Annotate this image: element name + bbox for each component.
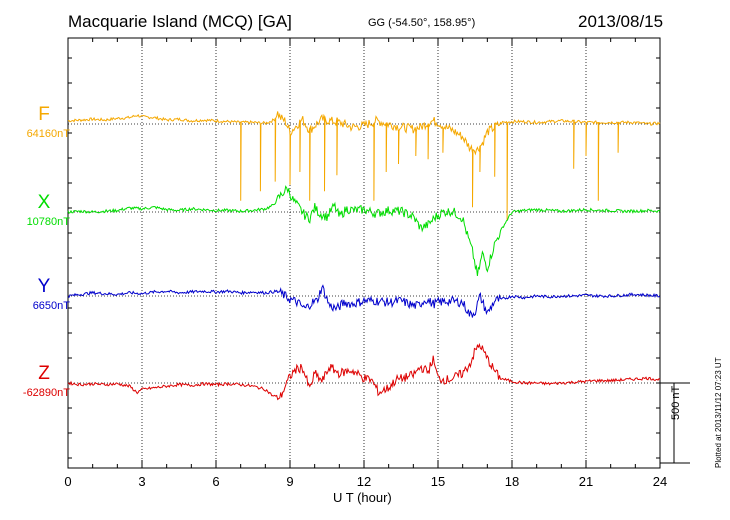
channel-letter-Z: Z xyxy=(38,363,50,384)
plot-frame xyxy=(67,37,661,469)
plot-axes xyxy=(67,37,661,469)
series-line-F xyxy=(67,111,661,221)
station-coordinates: GG (-54.50°, 158.95°) xyxy=(368,17,476,29)
series-line-Y xyxy=(67,284,661,318)
channel-baseline-Y: 6650nT xyxy=(32,300,70,312)
channel-baseline-Z: -62890nT xyxy=(22,387,70,399)
x-tick-label: 21 xyxy=(578,474,594,489)
plotted-timestamp: Plotted at 2013/11/12 07:23 UT xyxy=(714,357,723,468)
series-line-X xyxy=(67,185,661,276)
scale-bar xyxy=(660,382,690,464)
plot-series xyxy=(67,111,661,401)
x-tick-label: 3 xyxy=(138,474,146,489)
x-tick-label: 18 xyxy=(504,474,520,489)
x-tick-label: 6 xyxy=(212,474,220,489)
x-tick-label: 12 xyxy=(356,474,372,489)
station-title: Macquarie Island (MCQ) [GA] xyxy=(68,12,292,31)
channel-baseline-F: 64160nT xyxy=(26,128,70,140)
x-axis-label: U T (hour) xyxy=(333,490,392,505)
x-tick-label: 15 xyxy=(430,474,446,489)
channel-baseline-X: 10780nT xyxy=(26,216,70,228)
plot-date: 2013/08/15 xyxy=(578,12,664,31)
x-tick-label: 24 xyxy=(652,474,668,489)
plot-grid xyxy=(68,38,660,468)
channel-letter-F: F xyxy=(38,104,50,125)
channel-letter-Y: Y xyxy=(37,276,51,297)
channel-letter-X: X xyxy=(37,192,51,213)
scale-bar-label: 500 nT xyxy=(670,385,682,420)
x-tick-label: 0 xyxy=(64,474,72,489)
x-tick-label: 9 xyxy=(286,474,294,489)
series-line-Z xyxy=(67,342,661,401)
